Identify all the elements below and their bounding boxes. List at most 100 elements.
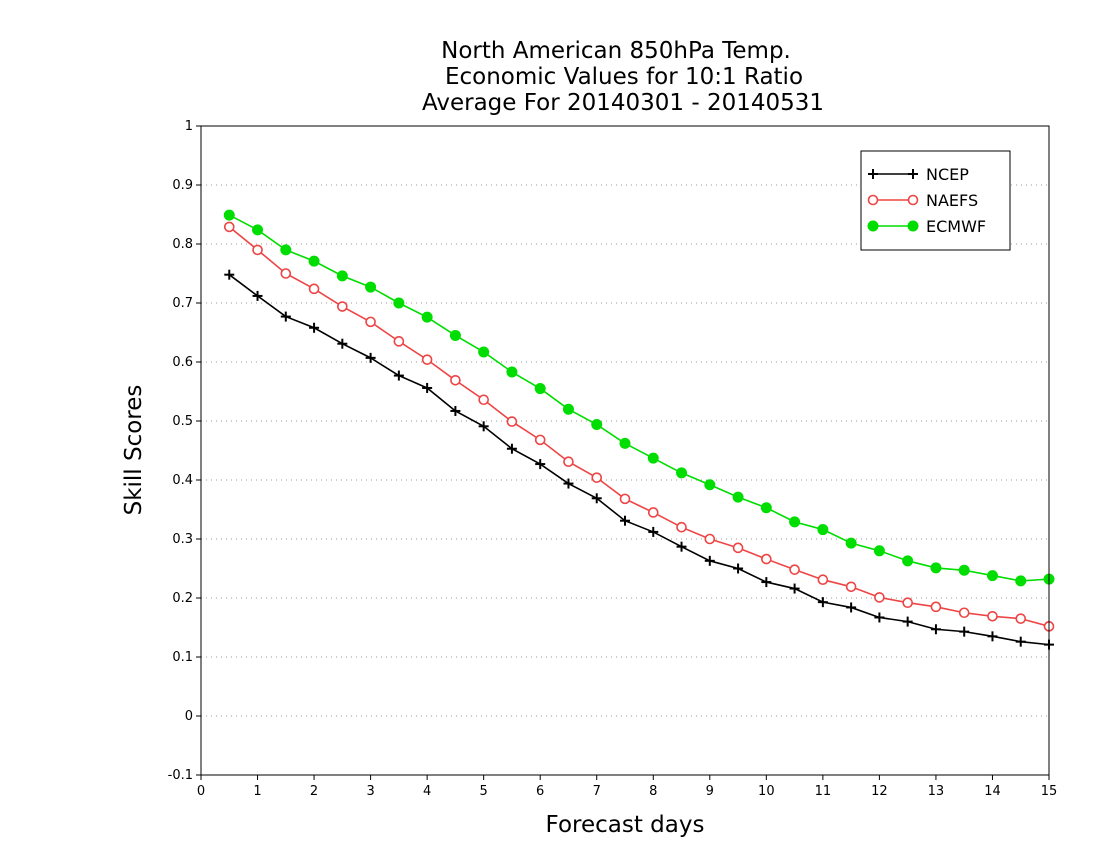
- y-tick-label: 0.3: [172, 532, 193, 547]
- legend: NCEP NAEFS ECMWF: [860, 150, 1011, 251]
- data-point-naefs: [1015, 613, 1027, 624]
- data-point-ncep: [704, 555, 715, 566]
- data-point-ncep: [450, 405, 461, 416]
- data-point-ncep: [1015, 636, 1026, 647]
- legend-entries: NCEP NAEFS ECMWF: [867, 165, 986, 236]
- data-point-ecmwf: [817, 524, 829, 536]
- data-point-ecmwf: [365, 281, 377, 293]
- data-point-ncep: [309, 322, 320, 333]
- data-point-ncep: [789, 583, 800, 594]
- data-point-ecmwf: [873, 545, 885, 557]
- data-point-ncep: [563, 478, 574, 489]
- data-point-naefs: [789, 564, 800, 575]
- legend-marker-ecmwf: [867, 220, 879, 232]
- y-tick-label: 0.1: [172, 650, 193, 665]
- data-point-naefs: [732, 542, 744, 554]
- data-point-naefs: [874, 592, 885, 603]
- plot-frame: [200, 125, 1050, 776]
- x-tick-label: 3: [366, 784, 374, 799]
- data-point-ecmwf: [252, 224, 264, 236]
- x-tick-label: 8: [649, 784, 657, 799]
- x-tick-label: 4: [423, 784, 431, 799]
- y-tick-label: 0.5: [172, 414, 193, 429]
- data-point-ncep: [224, 269, 235, 280]
- data-point-ncep: [337, 338, 348, 349]
- x-tick-label: 0: [197, 784, 205, 799]
- x-tick-label: 13: [928, 784, 945, 799]
- legend-marker-ecmwf: [907, 220, 919, 232]
- x-tick-label: 14: [984, 784, 1001, 799]
- data-point-ecmwf: [449, 329, 461, 341]
- data-point-naefs: [223, 221, 235, 233]
- data-point-ecmwf: [534, 383, 546, 395]
- data-point-ncep: [365, 352, 376, 363]
- data-point-ncep: [930, 624, 941, 635]
- title-line-3: Average For 20140301 - 20140531: [422, 90, 824, 116]
- data-point-naefs: [478, 394, 489, 406]
- y-axis: -0.1 0 0.1 0.2 0.3 0.4 0.5 0.6 0.7 0.8 0.9 1: [168, 119, 201, 783]
- legend-entry-ncep: NCEP: [868, 165, 969, 184]
- data-point-ncep: [280, 311, 291, 322]
- data-point-ncep: [648, 526, 659, 537]
- y-axis-label: Skill Scores: [121, 385, 147, 516]
- y-tick-label: 1: [185, 119, 193, 134]
- y-tick-label: 0.2: [172, 591, 193, 606]
- series-naefs: [223, 221, 1055, 632]
- data-point-ecmwf: [223, 209, 235, 221]
- series-layer: [223, 209, 1055, 650]
- series-ecmwf: [223, 209, 1055, 587]
- legend-label-ncep: NCEP: [926, 165, 969, 184]
- data-point-ncep: [874, 612, 885, 623]
- data-point-ecmwf: [986, 570, 998, 582]
- data-point-ncep: [252, 290, 263, 301]
- data-point-ecmwf: [421, 311, 433, 323]
- legend-marker-ncep: [868, 169, 878, 179]
- data-point-ecmwf: [845, 537, 857, 549]
- legend-marker-naefs: [907, 194, 919, 206]
- x-axis: 0 1 2 3 4 5 6 7 8 9 10 11 12 13 14 15: [197, 775, 1057, 799]
- legend-marker-ncep: [908, 169, 918, 179]
- data-point-naefs: [619, 493, 631, 505]
- y-tick-label: 0.9: [172, 178, 193, 193]
- y-tick-label: 0.8: [172, 237, 193, 252]
- y-tick-label: 0.7: [172, 296, 193, 311]
- data-point-ecmwf: [760, 502, 772, 514]
- x-tick-label: 11: [815, 784, 832, 799]
- data-point-naefs: [252, 244, 263, 256]
- data-point-naefs: [761, 553, 772, 565]
- data-point-naefs: [365, 316, 376, 328]
- data-point-ecmwf: [789, 516, 801, 528]
- data-point-ncep: [506, 443, 517, 454]
- x-tick-label: 2: [310, 784, 318, 799]
- data-point-ncep: [393, 370, 404, 381]
- data-point-ecmwf: [930, 562, 942, 574]
- data-point-naefs: [676, 521, 687, 533]
- data-point-ncep: [478, 421, 489, 432]
- data-point-ecmwf: [958, 564, 970, 576]
- data-point-naefs: [902, 597, 913, 609]
- series-ncep: [224, 269, 1054, 650]
- data-point-naefs: [534, 434, 546, 446]
- data-point-naefs: [563, 456, 574, 468]
- x-tick-label: 5: [480, 784, 488, 799]
- data-point-naefs: [958, 607, 970, 619]
- data-point-ncep: [422, 382, 433, 393]
- data-point-ncep: [846, 602, 857, 613]
- legend-entry-ecmwf: ECMWF: [867, 217, 986, 236]
- data-point-ecmwf: [336, 270, 348, 282]
- legend-entry-naefs: NAEFS: [867, 191, 978, 210]
- data-point-naefs: [308, 283, 320, 295]
- x-axis-label: Forecast days: [546, 812, 705, 838]
- data-point-ecmwf: [902, 555, 914, 567]
- data-point-ncep: [959, 626, 970, 637]
- legend-marker-naefs: [867, 194, 879, 206]
- data-point-ecmwf: [732, 491, 744, 503]
- data-point-ncep: [535, 459, 546, 470]
- x-tick-label: 6: [536, 784, 544, 799]
- chart-title: North American 850hPa Temp. Economic Val…: [422, 38, 824, 116]
- data-point-ecmwf: [676, 467, 688, 479]
- title-line-2: Economic Values for 10:1 Ratio: [445, 64, 803, 90]
- data-point-ecmwf: [280, 244, 292, 256]
- data-point-naefs: [987, 610, 998, 622]
